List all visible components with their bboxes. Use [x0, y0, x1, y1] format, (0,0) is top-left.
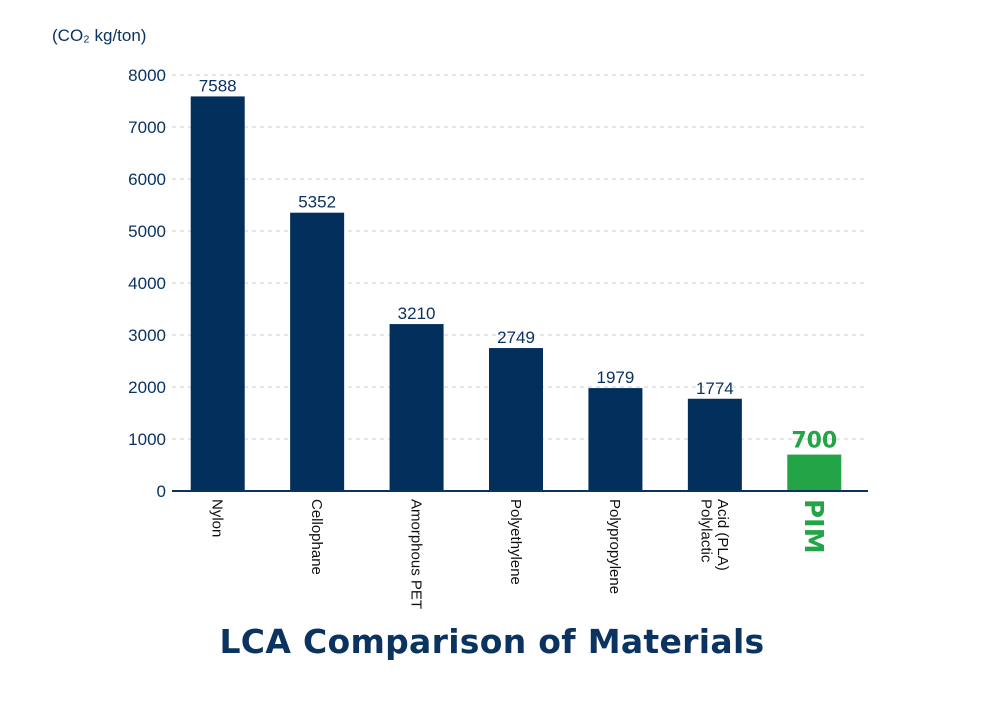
x-tick-label: Amorphous PET — [407, 499, 424, 609]
x-tick-label-line: Polylactic — [697, 499, 714, 563]
y-tick-label: 3000 — [128, 326, 166, 345]
x-tick-label-line: PIM — [798, 499, 828, 554]
y-tick-label: 7000 — [128, 118, 166, 137]
x-tick-label-line: Amorphous PET — [407, 499, 424, 609]
data-label: 700 — [791, 429, 837, 454]
data-label: 7588 — [199, 76, 237, 95]
x-tick-label: Nylon — [208, 499, 225, 537]
x-tick-label-line: Acid (PLA) — [714, 499, 731, 571]
bar-polylactic-acid-pla — [687, 398, 742, 491]
x-tick-label: Polypropylene — [606, 499, 623, 594]
data-label: 1979 — [597, 368, 635, 387]
bar-polyethylene — [489, 348, 543, 491]
y-axis-unit-label: (CO₂ kg/ton) — [52, 26, 147, 45]
y-tick-label: 0 — [157, 482, 166, 501]
x-tick-label-line: Polyethylene — [507, 499, 524, 585]
data-label: 1774 — [696, 379, 734, 398]
x-tick-label: Polyethylene — [507, 499, 524, 585]
bar-cellophane — [290, 212, 345, 492]
x-tick-label: Polylactic Acid (PLA) — [697, 499, 731, 571]
data-label: 3210 — [398, 304, 436, 323]
data-label: 5352 — [298, 193, 336, 212]
chart-title: LCA Comparison of Materials — [219, 622, 765, 661]
x-tick-label: Cellophane — [308, 499, 325, 575]
bar-pim — [787, 454, 842, 491]
x-tick-label-line: Nylon — [208, 499, 225, 537]
bar-amorphous-pet — [389, 324, 444, 491]
data-label: 2749 — [497, 328, 535, 347]
bar-nylon — [190, 96, 245, 491]
y-tick-label: 4000 — [128, 274, 166, 293]
y-tick-label: 6000 — [128, 170, 166, 189]
y-tick-label: 2000 — [128, 378, 166, 397]
x-tick-label: PIM — [798, 499, 828, 554]
x-tick-label-line: Polypropylene — [606, 499, 623, 594]
bar-polypropylene — [588, 388, 643, 491]
x-tick-label-line: Cellophane — [308, 499, 325, 575]
y-tick-label: 1000 — [128, 430, 166, 449]
y-tick-label: 5000 — [128, 222, 166, 241]
y-tick-label: 8000 — [128, 66, 166, 85]
